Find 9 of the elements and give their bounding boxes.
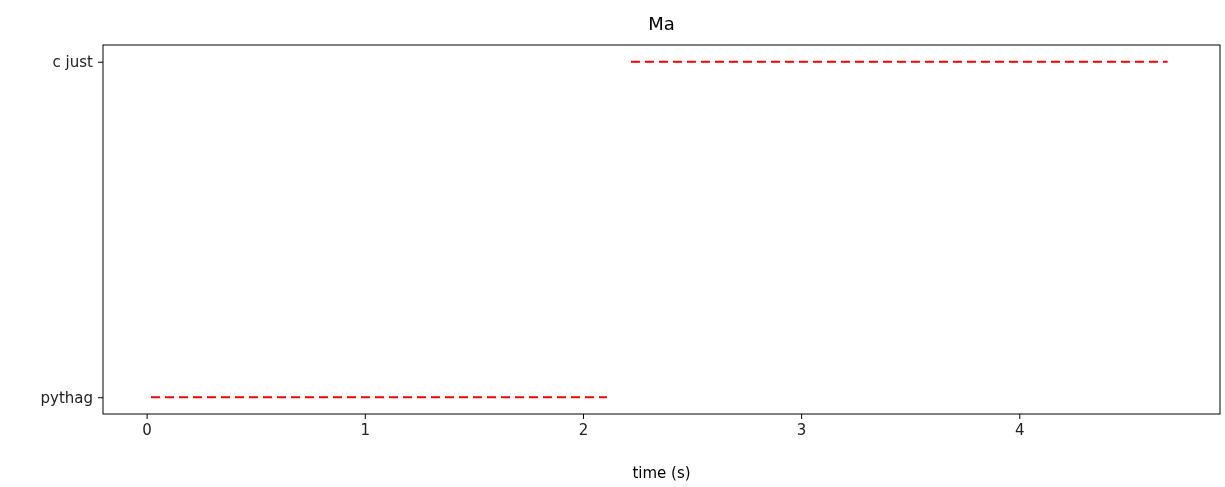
- x-tick-label: 0: [142, 420, 152, 439]
- text: Ma: [648, 13, 675, 34]
- x-tick-label: 4: [1015, 420, 1025, 439]
- x-axis-title: time (s): [632, 464, 691, 482]
- y-tick-label: c just: [52, 53, 94, 72]
- x-tick-label: 3: [796, 420, 807, 439]
- y-tick-label: pythag: [40, 388, 93, 407]
- x-tick-label: 2: [578, 420, 589, 439]
- x-tick-label: 1: [360, 420, 371, 439]
